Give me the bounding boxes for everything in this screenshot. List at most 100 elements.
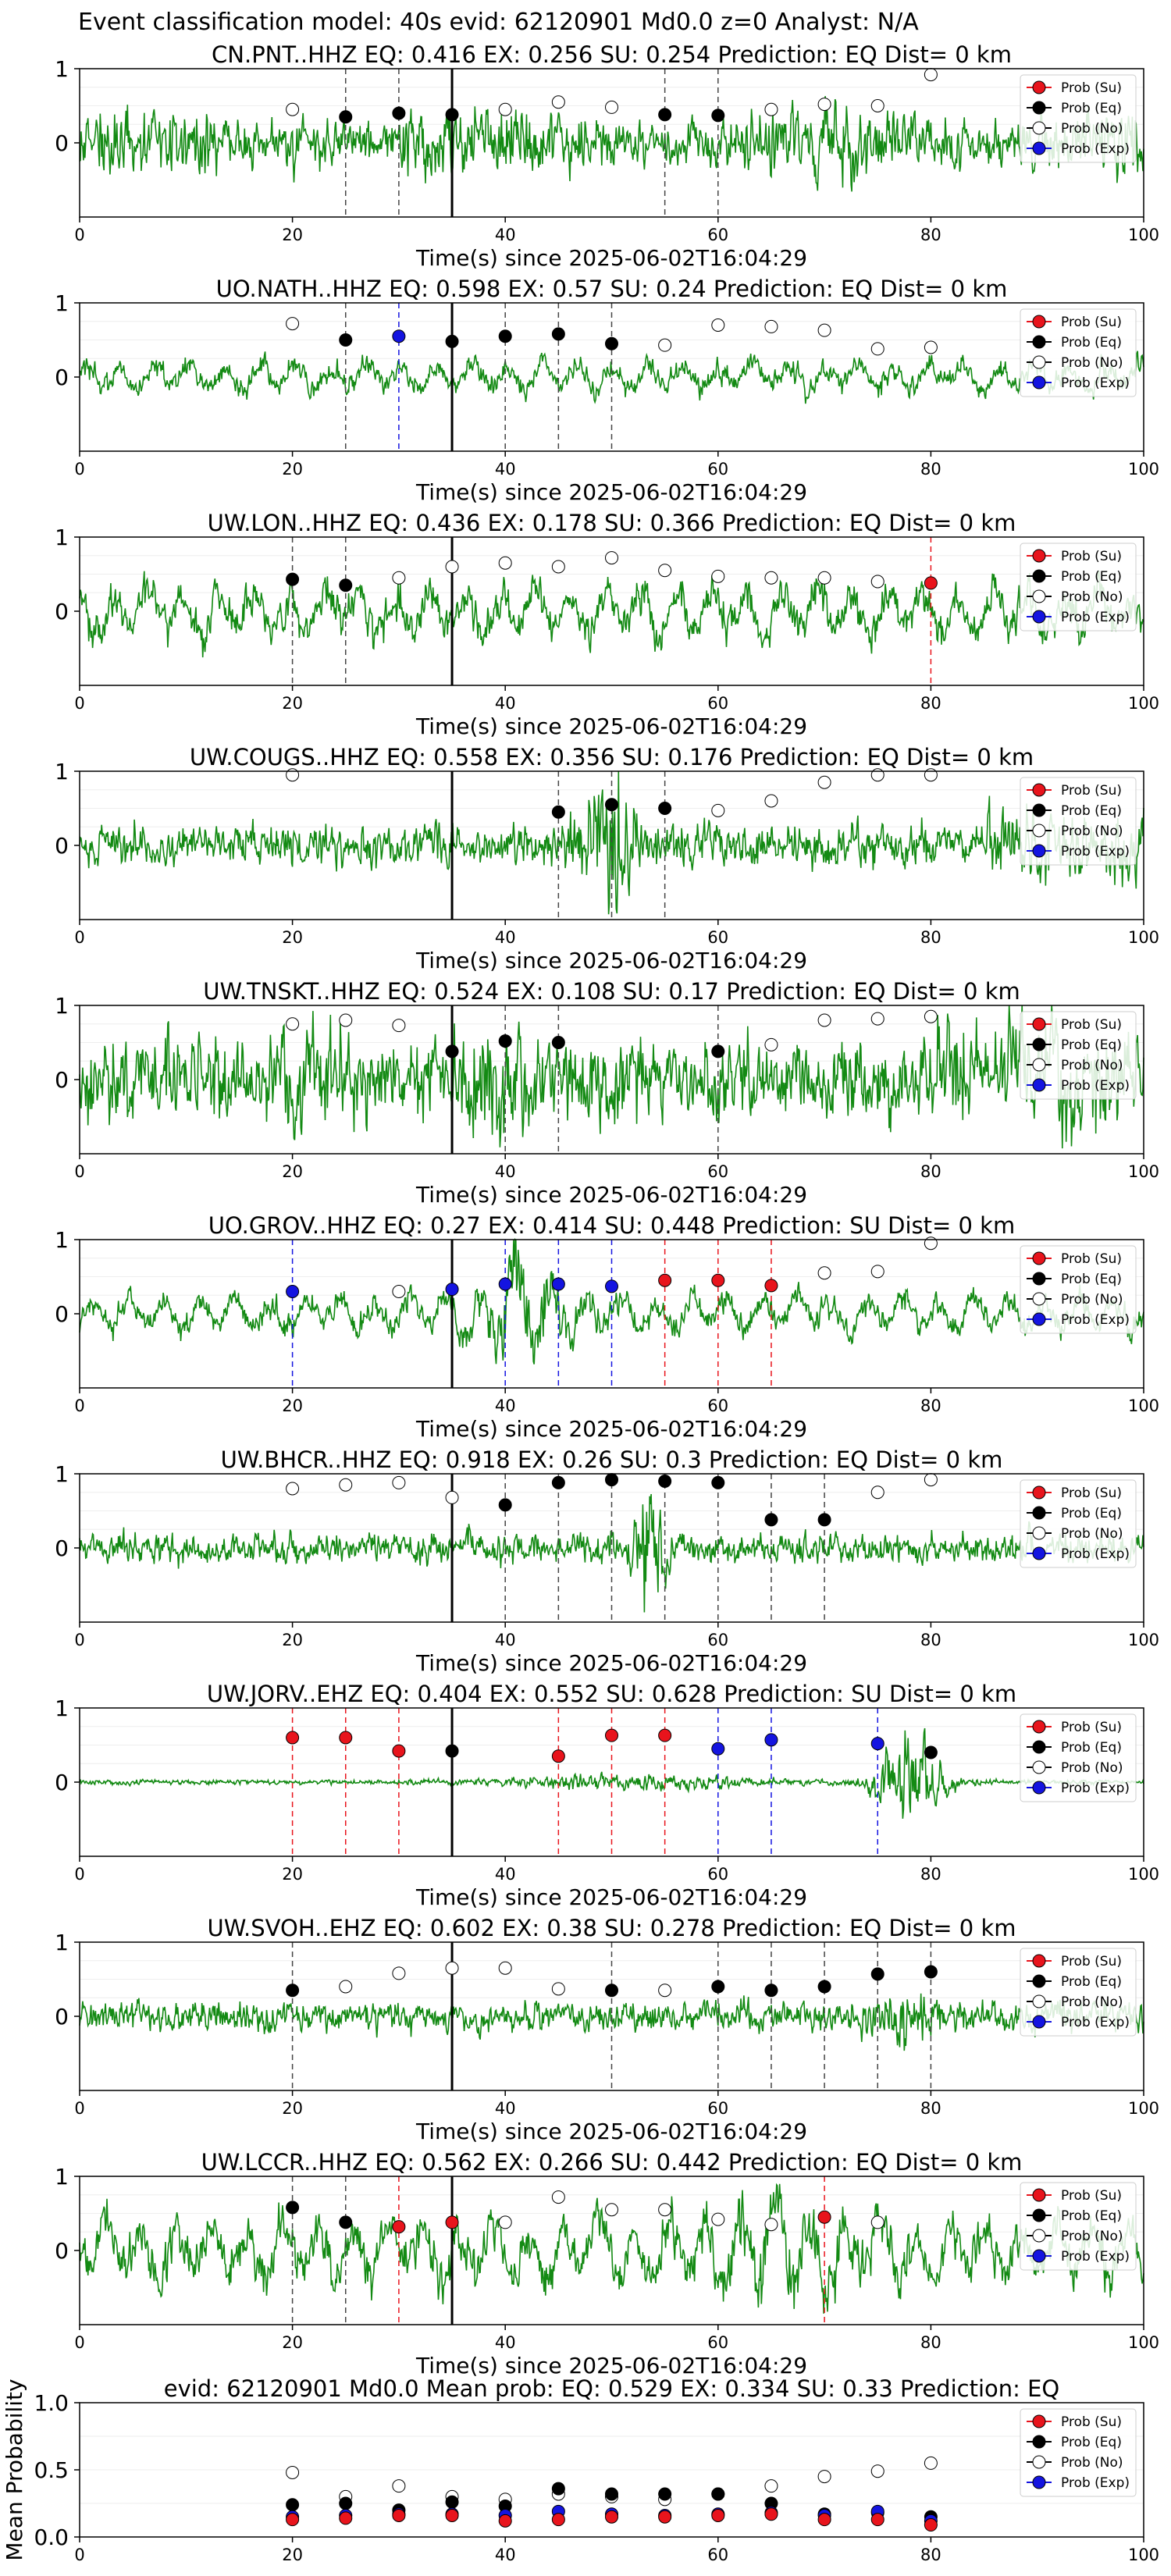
legend-marker <box>1032 2015 1046 2029</box>
y-tick-label: 0 <box>55 833 69 859</box>
prob-marker-eq <box>711 1980 725 1994</box>
legend-label: Prob (Exp) <box>1061 844 1130 859</box>
legend-marker <box>1032 2475 1046 2489</box>
legend-label: Prob (No) <box>1061 1994 1123 2010</box>
prob-marker-su <box>445 2215 459 2229</box>
x-tick-label: 0 <box>74 1865 84 1884</box>
y-tick-label: 1 <box>55 525 69 550</box>
x-tick-label: 100 <box>1128 1865 1159 1884</box>
x-tick-label: 40 <box>495 2099 516 2118</box>
prob-marker-no <box>764 794 778 808</box>
axes-frame <box>79 536 1144 686</box>
x-tick-label: 100 <box>1128 226 1159 244</box>
x-tick-label: 40 <box>495 1631 516 1649</box>
prob-marker-no <box>870 1485 884 1500</box>
legend-marker <box>1032 2188 1046 2202</box>
mean-prob-marker-no <box>870 2464 884 2478</box>
legend-marker <box>1032 1017 1046 1031</box>
legend-marker <box>1032 2414 1046 2428</box>
x-tick-label: 40 <box>495 460 516 479</box>
legend-marker <box>1032 1974 1046 1988</box>
legend-label: Prob (Exp) <box>1061 1312 1130 1328</box>
prob-marker-no <box>551 1982 565 1996</box>
prob-marker-eq <box>764 1984 778 1998</box>
legend-marker <box>1032 1078 1046 1092</box>
mean-prob-marker-no <box>764 2479 778 2493</box>
legend-marker <box>1032 783 1046 797</box>
x-tick-label: 60 <box>707 1162 728 1181</box>
legend-box <box>1020 543 1137 632</box>
legend-label: Prob (Exp) <box>1061 2015 1130 2030</box>
x-tick-label: 0 <box>74 694 84 713</box>
panel-title: UO.NATH..HHZ EQ: 0.598 EX: 0.57 SU: 0.24… <box>216 276 1008 302</box>
prob-marker-no <box>817 775 831 789</box>
legend-marker <box>1032 549 1046 563</box>
y-tick-label: 1 <box>55 759 69 785</box>
legend-marker <box>1032 1506 1046 1520</box>
x-tick-label: 40 <box>495 928 516 947</box>
x-tick-label: 100 <box>1128 1397 1159 1415</box>
y-tick-label: 0 <box>55 2004 69 2030</box>
legend-label: Prob (Exp) <box>1061 610 1130 625</box>
panel-title: UO.GROV..HHZ EQ: 0.27 EX: 0.414 SU: 0.44… <box>208 1212 1015 1239</box>
prob-marker-eq <box>286 1984 300 1998</box>
prob-marker-no <box>658 1984 672 1998</box>
y-tick-label: 0 <box>55 599 69 624</box>
prob-marker-exp <box>392 329 406 343</box>
legend-label: Prob (Su) <box>1061 315 1122 330</box>
prob-marker-no <box>658 2203 672 2217</box>
legend-label: Prob (Eq) <box>1061 335 1122 350</box>
x-tick-label: 20 <box>282 2546 303 2564</box>
prob-marker-no <box>339 1980 353 1994</box>
x-tick-label: 80 <box>920 694 941 713</box>
legend-marker <box>1032 2249 1046 2263</box>
legend-marker <box>1032 2229 1046 2243</box>
legend-marker <box>1032 844 1046 858</box>
x-tick-label: 20 <box>282 2099 303 2118</box>
legend-box <box>1020 2408 1137 2497</box>
prob-marker-no <box>817 323 831 337</box>
legend-marker <box>1032 589 1046 603</box>
mean-prob-marker-su <box>711 2508 725 2522</box>
legend-label: Prob (Eq) <box>1061 569 1122 585</box>
x-tick-label: 40 <box>495 1162 516 1181</box>
prob-marker-eq <box>605 336 618 350</box>
x-tick-label: 100 <box>1128 1631 1159 1649</box>
axes-frame <box>79 2402 1144 2538</box>
y-tick-label: 1 <box>55 1930 69 1955</box>
x-tick-label: 80 <box>920 1162 941 1181</box>
panel-11: evid: 62120901 Md0.0 Mean prob: EQ: 0.52… <box>2 2375 1159 2564</box>
legend-marker <box>1032 610 1046 624</box>
prob-marker-eq <box>339 110 353 124</box>
prob-marker-no <box>498 102 512 116</box>
legend-marker <box>1032 2208 1046 2222</box>
x-tick-label: 60 <box>707 460 728 479</box>
x-tick-label: 20 <box>282 1162 303 1181</box>
prob-marker-exp <box>605 1279 618 1293</box>
x-tick-label: 100 <box>1128 1162 1159 1181</box>
axes-frame <box>79 1005 1144 1155</box>
legend-marker <box>1032 335 1046 349</box>
mean-prob-marker-eq <box>711 2487 725 2501</box>
x-tick-label: 0 <box>74 2099 84 2118</box>
prob-marker-no <box>870 99 884 112</box>
prob-marker-eq <box>286 2201 300 2215</box>
prob-marker-eq <box>392 106 406 120</box>
legend-box <box>1020 1479 1137 1568</box>
waveform-trace <box>79 1005 1144 1149</box>
panel-title: UW.LON..HHZ EQ: 0.436 EX: 0.178 SU: 0.36… <box>208 510 1016 536</box>
prob-marker-su <box>605 1728 618 1742</box>
prob-marker-eq <box>551 1036 565 1049</box>
prob-marker-no <box>924 1236 938 1251</box>
x-tick-label: 60 <box>707 1397 728 1415</box>
legend-marker <box>1032 1272 1046 1286</box>
mean-prob-marker-eq <box>339 2496 353 2510</box>
legend-label: Prob (Eq) <box>1061 1037 1122 1053</box>
prob-marker-eq <box>817 1513 831 1527</box>
legend-marker <box>1032 1994 1046 2008</box>
mean-prob-marker-su <box>339 2511 353 2525</box>
waveform-trace <box>79 1727 1144 1819</box>
prob-marker-su <box>392 2220 406 2234</box>
legend-label: Prob (Su) <box>1061 549 1122 564</box>
panel-3: UW.LON..HHZ EQ: 0.436 EX: 0.178 SU: 0.36… <box>55 510 1159 739</box>
